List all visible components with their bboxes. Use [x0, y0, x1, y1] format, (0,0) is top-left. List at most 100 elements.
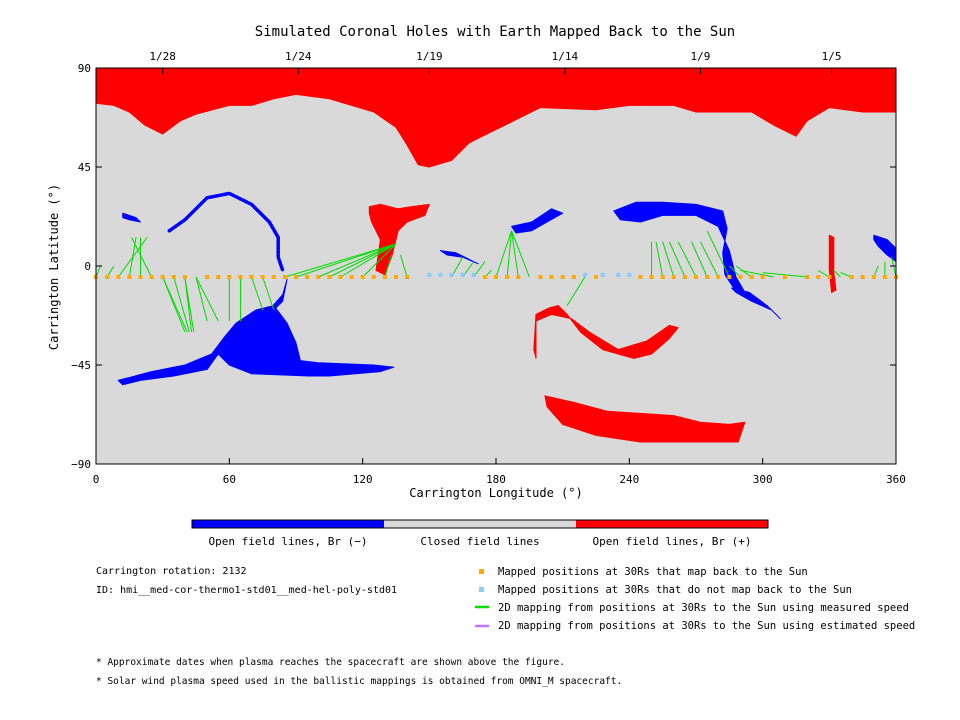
date-tick-label-1: 1/24 — [285, 50, 312, 63]
mapped-point-19 — [316, 275, 321, 279]
colorbar-label-closed: Closed field lines — [420, 535, 539, 548]
colorbar-negative — [192, 520, 384, 528]
mapped-point-3 — [127, 275, 132, 279]
x-tick-label-2: 120 — [353, 473, 373, 486]
mapped-point-20 — [327, 275, 332, 279]
footnote-dates: * Approximate dates when plasma reaches … — [96, 657, 565, 668]
mapped-point-46 — [738, 275, 743, 279]
mapped-point-28 — [482, 275, 487, 279]
y-axis-label: Carrington Latitude (°) — [47, 184, 61, 350]
coronal-hole-positive-0 — [95, 67, 897, 168]
mapped-point-47 — [749, 275, 754, 279]
y-tick-label-4: 90 — [78, 62, 91, 75]
unmapped-point-2 — [449, 272, 454, 277]
unmapped-point-0 — [427, 272, 432, 277]
mapped-point-6 — [160, 275, 165, 279]
mapped-point-5 — [149, 275, 154, 279]
legend-label-green: 2D mapping from positions at 30Rs to the… — [498, 602, 909, 614]
date-tick-label-2: 1/19 — [416, 50, 443, 63]
x-tick-label-4: 240 — [619, 473, 639, 486]
mapping-line-20 — [329, 243, 397, 278]
model-id: ID: hmi__med-cor-thermo1-std01__med-hel-… — [96, 585, 398, 596]
mapped-point-49 — [782, 275, 787, 279]
mapped-point-38 — [649, 275, 654, 279]
mapping-line-45 — [762, 272, 808, 278]
mapping-line-38 — [677, 241, 697, 278]
coronal-hole-positive-1 — [368, 203, 430, 276]
y-tick-label-1: −45 — [71, 359, 91, 372]
carrington-rotation: Carrington rotation: 2132 — [96, 566, 247, 577]
mapped-point-31 — [516, 275, 521, 279]
mapped-point-22 — [349, 275, 354, 279]
x-tick-label-6: 360 — [886, 473, 906, 486]
mapping-line-19 — [318, 243, 397, 278]
mapping-line-33 — [566, 276, 586, 306]
mapping-line-11 — [195, 276, 208, 322]
mapped-point-32 — [538, 275, 543, 279]
mapped-point-45 — [727, 275, 732, 279]
mapped-point-29 — [494, 275, 498, 279]
axes: 0 60 120 180 240 300 360 −90 −45 0 45 90 1/28 1/24 1/1… — [71, 50, 906, 486]
footnote-speed: * Solar wind plasma speed used in the ba… — [96, 676, 623, 687]
colorbar-label-negative: Open field lines, Br (−) — [209, 535, 368, 548]
unmapped-point-8 — [627, 272, 632, 277]
mapping-line-5 — [131, 237, 153, 278]
mapped-point-8 — [182, 275, 187, 279]
mapping-line-21 — [340, 243, 397, 278]
mapped-point-25 — [382, 275, 387, 279]
mapped-point-51 — [816, 275, 821, 279]
x-tick-label-3: 180 — [486, 473, 506, 486]
mapped-point-21 — [338, 275, 343, 279]
mapped-point-27 — [405, 275, 410, 279]
y-tick-label-0: −90 — [71, 458, 91, 471]
coronal-hole-arc — [167, 191, 285, 273]
mapped-point-55 — [871, 275, 876, 279]
mapped-point-35 — [571, 275, 576, 279]
mapped-point-50 — [805, 275, 810, 279]
x-tick-label-1: 60 — [223, 473, 236, 486]
mapping-lines — [95, 230, 897, 333]
mapped-point-14 — [260, 275, 265, 279]
mapped-point-42 — [694, 275, 698, 279]
unmapped-point-4 — [471, 272, 476, 277]
date-tick-label-3: 1/14 — [552, 50, 579, 63]
mapping-line-35 — [655, 241, 664, 278]
mapping-line-15 — [251, 276, 264, 311]
coronal-hole-positive-3 — [544, 395, 746, 443]
mapped-point-13 — [249, 275, 254, 279]
coronal-hole-negative-13 — [439, 250, 479, 265]
mapped-point-18 — [305, 275, 310, 279]
mapping-line-30 — [506, 230, 513, 278]
mapped-point-54 — [860, 275, 865, 279]
mapped-point-23 — [360, 275, 365, 279]
legend-marks — [475, 569, 489, 628]
mapped-point-9 — [205, 275, 210, 279]
mapping-line-23 — [384, 254, 393, 278]
legend-label-blue: Mapped positions at 30Rs that do not map… — [498, 584, 853, 596]
coronal-hole-negative-10 — [511, 208, 564, 234]
coronal-hole-negative-5 — [117, 305, 395, 386]
mapped-point-16 — [282, 275, 287, 279]
mapping-line-8 — [173, 276, 190, 333]
unmapped-point-3 — [460, 272, 465, 277]
coronal-hole-negative-7 — [228, 278, 288, 346]
mapped-point-44 — [716, 275, 721, 279]
mapped-point-10 — [216, 275, 221, 279]
mapped-point-43 — [705, 275, 710, 279]
mapping-line-32 — [511, 230, 530, 278]
mapped-point-39 — [660, 275, 665, 279]
coronal-hole-positive-2 — [533, 305, 679, 359]
mapped-point-1 — [105, 275, 110, 279]
date-tick-label-5: 1/5 — [822, 50, 842, 63]
mapped-point-34 — [560, 275, 565, 279]
mapping-line-51 — [891, 257, 897, 278]
coronal-hole-negative-9 — [731, 287, 781, 320]
legend-mark-orange — [479, 569, 484, 574]
mapped-point-41 — [682, 275, 687, 279]
mapping-line-22 — [362, 243, 397, 278]
unmapped-point-7 — [616, 272, 621, 277]
colorbar-label-positive: Open field lines, Br (+) — [593, 535, 752, 548]
mapped-point-4 — [138, 275, 143, 279]
mapped-point-11 — [227, 275, 232, 279]
